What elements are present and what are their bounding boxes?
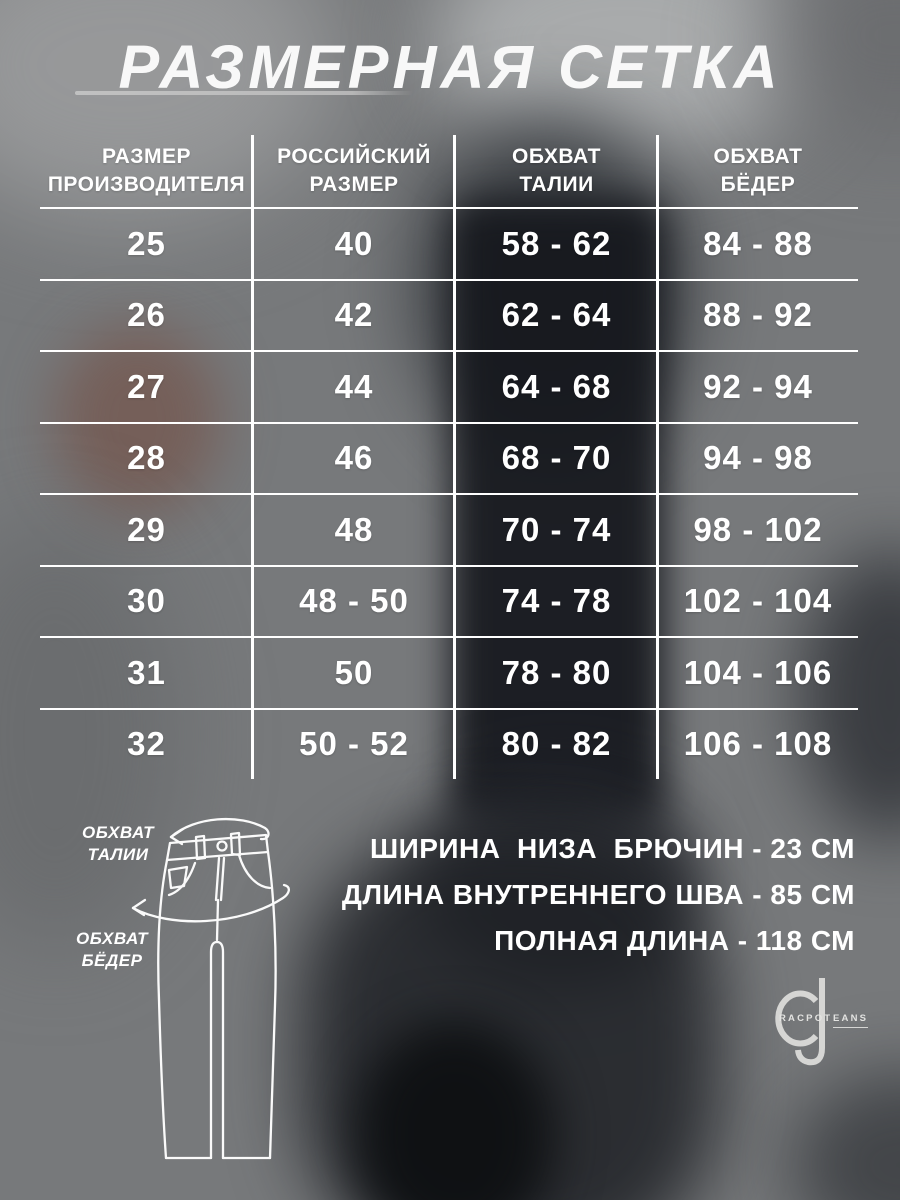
column-divider [453,135,456,779]
table-cell: 42 [334,296,374,334]
title-strikethrough-line [75,91,413,95]
jeans-button [216,840,228,852]
bg-dark-pants-strip [450,200,665,825]
bg-dark-leg [355,1020,555,1200]
brand-logo: RACPOT EANS [770,962,895,1077]
table-cell: 98 - 102 [693,510,823,548]
table-cell: 92 - 94 [703,367,813,405]
table-row: 30 48 - 50 74 - 78 102 - 104 [40,564,858,637]
table-cell: 102 - 104 [683,582,833,620]
table-cell: 64 - 68 [501,367,612,405]
table-cell: 94 - 98 [703,439,813,477]
bg-dark-blob [790,1070,900,1200]
bg-red-blur [55,325,220,515]
table-row: 25 40 58 - 62 84 - 88 [40,207,858,279]
table-cell: 30 [127,582,166,620]
table-cell: 27 [127,367,166,405]
measurement-line: ДЛИНА ВНУТРЕННЕГО ШВА - 85 СМ [341,879,855,910]
table-cell: 74 - 78 [501,582,612,620]
table-cell: 44 [334,367,374,405]
table-cell: 104 - 106 [683,653,833,691]
table-cell: 26 [127,296,166,334]
table-row: 27 44 64 - 68 92 - 94 [40,350,858,422]
table-cell: 80 - 82 [501,725,612,763]
jeans-fly [214,856,226,902]
column-header: ОБХВАТ БЁДЕР [713,144,803,196]
logo-word-eans: EANS [833,1013,869,1028]
column-divider [251,135,254,779]
table-row: 26 42 62 - 64 88 - 92 [40,278,858,351]
size-table: РАЗМЕР ПРОИЗВОДИТЕЛЯ РОССИЙСКИЙ РАЗМЕР ОБХ… [40,135,858,779]
jeans-belt-loop [194,834,207,861]
jeans-pocket [237,853,272,890]
measurement-line: ПОЛНАЯ ДЛИНА - 118 СМ [494,925,855,956]
table-row: 31 50 78 - 80 104 - 106 [40,636,858,708]
logo-letter-c [775,990,819,1047]
jeans-right-seam [266,850,277,1160]
column-divider [656,135,659,779]
measurements-list: ШИРИНА НИЗА БРЮЧИН - 23 СМ ДЛИНА ВНУТРЕНН… [342,826,855,964]
table-cell: 31 [127,653,166,691]
hips-arrow-icon [131,883,290,923]
waist-girth-label: ОБХВАТ ТАЛИИ [82,823,154,865]
table-cell: 50 [334,653,374,691]
logo-word-racpot: RACPOT [779,1013,833,1024]
table-row: 29 48 70 - 74 98 - 102 [40,493,858,565]
waist-arrow-icon [169,817,270,846]
page-title: РАЗМЕРНАЯ СЕТКА [118,33,782,101]
column-header: РАЗМЕР ПРОИЗВОДИТЕЛЯ [47,144,246,196]
measurement-line: ШИРИНА НИЗА БРЮЧИН - 23 СМ [369,833,855,864]
hips-girth-label: ОБХВАТ БЁДЕР [76,929,148,971]
table-header-row: РАЗМЕР ПРОИЗВОДИТЕЛЯ РОССИЙСКИЙ РАЗМЕР ОБХ… [40,135,858,207]
table-cell: 40 [334,224,374,262]
table-cell: 50 - 52 [299,725,409,763]
table-cell: 62 - 64 [501,296,612,334]
table-cell: 28 [127,439,166,477]
table-cell: 70 - 74 [501,510,612,548]
jeans-outline-figure [131,817,290,1160]
table-row: 32 50 - 52 80 - 82 106 - 108 [40,707,858,780]
table-cell: 32 [127,725,166,763]
table-cell: 84 - 88 [703,224,813,262]
jeans-inner-seams [209,940,225,1160]
jeans-belt-loop [229,831,242,857]
jeans-left-seam [157,858,169,1160]
table-cell: 25 [127,224,166,262]
table-cell: 48 - 50 [299,582,409,620]
table-row: 28 46 68 - 70 94 - 98 [40,421,858,494]
jeans-coin-pocket [167,865,189,890]
table-cell: 106 - 108 [683,725,833,763]
table-cell: 58 - 62 [501,224,612,262]
table-cell: 78 - 80 [501,653,612,691]
logo-letter-j [795,978,825,1066]
column-header: ОБХВАТ ТАЛИИ [512,144,601,196]
column-header: РОССИЙСКИЙ РАЗМЕР [277,144,431,196]
table-cell: 29 [127,510,166,548]
table-cell: 68 - 70 [501,439,612,477]
table-cell: 48 [334,510,374,548]
table-cell: 46 [334,439,374,477]
table-cell: 88 - 92 [703,296,813,334]
table-body: 25 40 58 - 62 84 - 88 26 42 62 - 64 88 - 92 27 44… [40,207,858,779]
